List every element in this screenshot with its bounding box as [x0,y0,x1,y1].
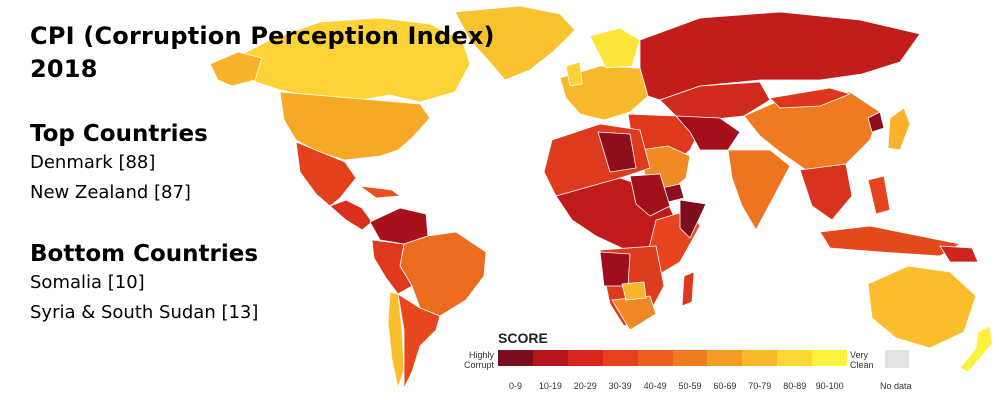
somalia-region [679,199,707,239]
angola-region [599,251,631,287]
legend-swatch [567,350,603,366]
bottom-country-2: Syria & South Sudan [13] [30,302,259,323]
legend-color-ramp [498,350,848,366]
legend-tick-label: 30-39 [608,381,632,391]
bottom-country-1: Somalia [10] [30,272,145,293]
legend-nodata-label: No data [880,381,912,391]
legend-nodata-swatch [885,350,909,368]
legend-tick-label: 80-89 [783,381,807,391]
central-america-region [329,199,373,231]
japan-region [887,107,911,151]
philippines-region [867,175,891,215]
sudan-region [629,173,671,217]
scandinavia-region [589,27,641,69]
legend-swatch [637,350,673,366]
top-countries-heading: Top Countries [30,121,208,147]
bottom-countries-heading: Bottom Countries [30,241,259,267]
new-zealand-region [959,325,993,373]
score-legend: SCORE Highly Corrupt Very Clean 0-9 10-1… [460,326,920,398]
legend-tick-label: 20-29 [573,381,597,391]
legend-swatch [742,350,778,366]
legend-swatch [812,350,848,366]
legend-swatch [672,350,708,366]
alaska-region [209,51,263,87]
mongolia-region [769,87,851,109]
legend-swatch [498,350,533,366]
australia-region [867,265,977,349]
legend-tick-label: 10-19 [538,381,562,391]
uk-region [565,61,583,87]
legend-tick-label: 50-59 [678,381,702,391]
top-country-2: New Zealand [87] [30,182,191,203]
libya-region [597,131,637,173]
botswana-region [621,281,647,301]
madagascar-region [681,271,695,307]
top-countries-section: Top Countries Denmark [88] New Zealand [… [30,120,208,208]
legend-swatch [777,350,813,366]
india-region [727,149,791,231]
russia-region [639,11,921,101]
argentina-region [397,293,441,389]
usa-region [279,91,431,161]
legend-swatch [602,350,638,366]
legend-ticks: 0-9 10-19 20-29 30-39 40-49 50-59 60-69 … [498,381,847,391]
legend-title: SCORE [498,330,548,346]
top-country-1: Denmark [88] [30,152,156,173]
legend-high-label: Very Clean [850,350,874,370]
legend-tick-label: 40-49 [643,381,667,391]
legend-swatch [707,350,743,366]
greenland-region [454,5,576,81]
papua-region [939,245,979,263]
map-title: CPI (Corruption Perception Index) 2018 [30,20,495,86]
legend-tick-label: 90-100 [815,381,844,391]
mexico-region [295,141,357,207]
north-korea-region [867,111,885,133]
bottom-countries-section: Bottom Countries Somalia [10] Syria & So… [30,240,258,328]
map-title-line2: 2018 [30,55,98,83]
legend-low-label: Highly Corrupt [463,350,494,370]
legend-tick-label: 60-69 [713,381,737,391]
southeast-asia-region [799,163,853,221]
legend-swatch [532,350,568,366]
legend-tick-label: 0-9 [508,381,522,391]
legend-tick-label: 70-79 [748,381,772,391]
indonesia-region [819,225,961,257]
canada-region [234,17,471,103]
map-title-line1: CPI (Corruption Perception Index) [30,22,495,50]
peru-bolivia-region [371,239,413,295]
caribbean-region [359,185,401,199]
